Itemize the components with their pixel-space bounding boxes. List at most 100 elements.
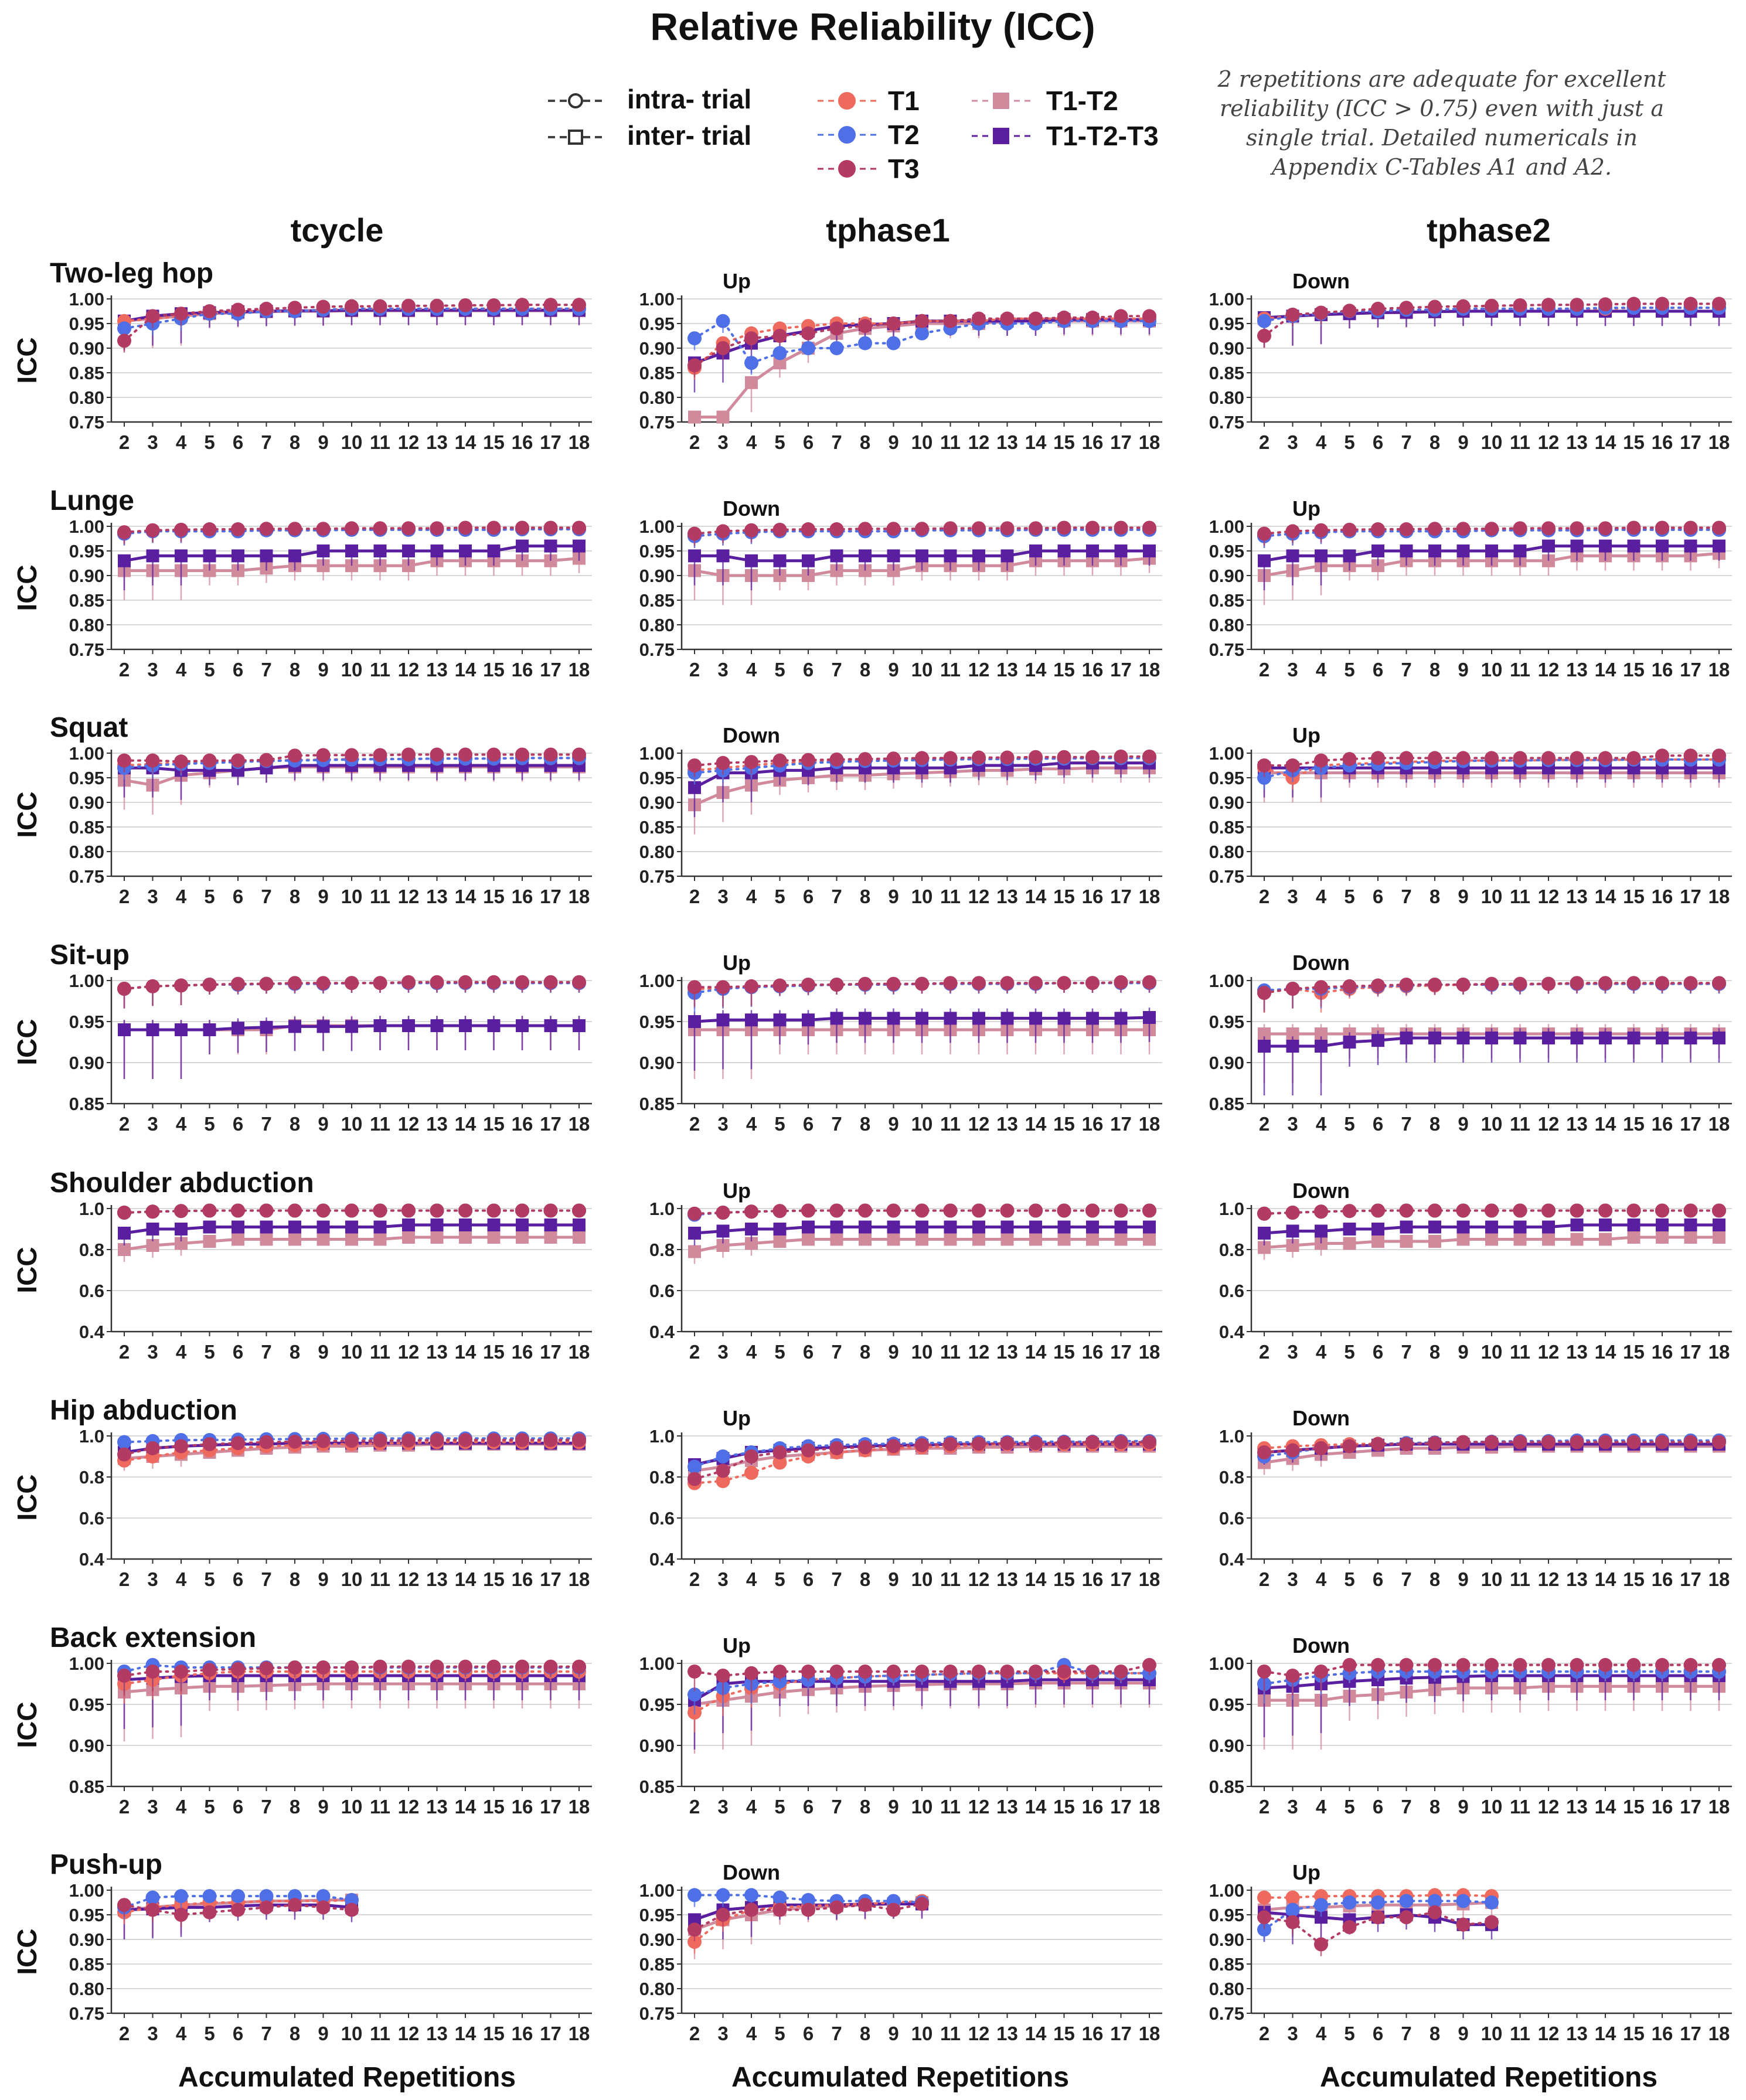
data-point-t3 [1655, 976, 1669, 991]
x-tick-label: 6 [803, 2023, 814, 2044]
data-point-t3 [1314, 1204, 1328, 1219]
data-point-t3 [486, 975, 501, 989]
data-point-t3 [1598, 976, 1612, 991]
data-point-t3 [259, 522, 274, 536]
y-axis-label-hip-abduction: ICC [12, 1474, 42, 1520]
data-point-t2 [145, 1890, 160, 1905]
data-point-t3 [1085, 310, 1100, 325]
data-point-t3 [687, 1472, 702, 1486]
x-tick-label: 8 [1430, 431, 1440, 453]
panel-lunge-tphase2: 0.75 0.80 0.85 0.90 0.95 1.00 2 3 4 5 6 7 8 9 10 11 12 13… [1209, 496, 1732, 680]
x-tick-label: 10 [911, 659, 933, 680]
y-tick-label: 1.00 [69, 516, 104, 537]
y-tick-label: 0.85 [639, 1776, 675, 1797]
data-point-t123 [1143, 544, 1156, 557]
data-point-t3 [515, 1659, 529, 1674]
x-tick-label: 6 [233, 1113, 243, 1135]
data-point-t123 [1599, 1219, 1612, 1231]
x-tick-label: 15 [1623, 1113, 1645, 1135]
data-point-t3 [1655, 297, 1669, 311]
x-tick-label: 2 [1259, 431, 1269, 453]
x-tick-label: 3 [1287, 659, 1298, 680]
note-line-3: single trial. Detailed numericals in [1246, 125, 1638, 151]
data-point-t3 [515, 520, 529, 535]
x-tick-label: 8 [290, 886, 300, 907]
y-tick-label: 1.00 [69, 1880, 104, 1901]
data-point-t3 [373, 1659, 387, 1674]
series-line-t2 [1263, 758, 1720, 779]
data-point-t3 [1626, 1203, 1641, 1218]
x-tick-label: 12 [398, 1568, 420, 1590]
y-tick-label: 0.75 [1209, 639, 1244, 660]
x-tick-label: 4 [1316, 1568, 1327, 1590]
data-point-t3 [430, 975, 444, 989]
data-point-t123 [573, 1219, 586, 1231]
note-line-1: 2 repetitions are adequate for excellent [1217, 66, 1666, 92]
x-tick-label: 12 [398, 659, 420, 680]
data-point-t3 [772, 1204, 787, 1219]
x-tick-label: 18 [1708, 1796, 1730, 1817]
data-point-t12 [1258, 1027, 1271, 1040]
data-point-t123 [1371, 1034, 1384, 1047]
data-point-t3 [316, 976, 331, 991]
y-tick-label: 1.00 [1209, 743, 1244, 764]
x-tick-label: 8 [290, 659, 300, 680]
x-tick-label: 15 [1053, 1341, 1075, 1363]
y-tick-label: 0.6 [1219, 1508, 1244, 1529]
x-tick-label: 9 [1458, 886, 1468, 907]
data-point-t3 [458, 975, 472, 989]
data-point-t3 [1456, 299, 1471, 314]
data-point-t3 [1085, 1665, 1100, 1679]
x-tick-label: 9 [318, 659, 328, 680]
x-tick-label: 5 [774, 431, 785, 453]
data-point-t3 [772, 753, 787, 768]
x-tick-label: 18 [569, 1341, 590, 1363]
data-point-t3 [1626, 976, 1641, 991]
data-point-t3 [1598, 751, 1612, 765]
data-point-t123 [830, 549, 843, 563]
data-point-t12 [1343, 1237, 1356, 1250]
data-point-t3 [1683, 1435, 1698, 1449]
data-point-t123 [544, 1219, 557, 1231]
x-tick-label: 9 [888, 886, 898, 907]
panel-two-leg-hop-tphase1: 0.75 0.80 0.85 0.90 0.95 1.00 2 3 4 5 6 7 8 9 10 11 12 13… [639, 269, 1162, 453]
data-point-t3 [772, 978, 787, 993]
data-point-t3 [1057, 976, 1071, 991]
x-axis-label-2: Accumulated Repetitions [731, 2062, 1069, 2093]
data-point-t3 [1057, 1435, 1071, 1450]
series-line-t2 [1263, 307, 1720, 322]
data-point-t12 [487, 1231, 501, 1244]
panel-sit-up-tphase2: 0.85 0.90 0.95 1.00 2 3 4 5 6 7 8 9 10 11 12 13 14 15 16 17… [1209, 951, 1732, 1135]
data-point-t3 [1371, 1203, 1385, 1218]
x-tick-label: 3 [717, 1341, 728, 1363]
x-tick-label: 6 [1373, 886, 1383, 907]
data-point-t3 [231, 522, 245, 537]
x-axis-label-3: Accumulated Repetitions [1320, 2062, 1657, 2093]
x-tick-label: 10 [1481, 1113, 1503, 1135]
data-point-t12 [1656, 1231, 1669, 1244]
x-tick-label: 11 [1510, 1568, 1530, 1590]
y-tick-label: 0.80 [1209, 842, 1244, 862]
data-point-t3 [117, 525, 131, 540]
x-tick-label: 7 [261, 1568, 271, 1590]
data-point-t12 [146, 1239, 159, 1252]
legend-inter-trial: inter- trial [627, 120, 751, 151]
data-point-t3 [1485, 976, 1499, 991]
legend-square-icon [568, 130, 583, 145]
x-tick-label: 17 [1110, 1796, 1132, 1817]
y-tick-label: 0.75 [69, 639, 104, 660]
x-tick-label: 12 [968, 1568, 990, 1590]
data-point-t3 [458, 1433, 472, 1447]
data-point-t3 [1285, 1206, 1300, 1220]
x-tick-label: 2 [1259, 1796, 1269, 1817]
data-point-t123 [859, 1012, 872, 1025]
data-point-t123 [516, 1219, 529, 1231]
data-point-t3 [1257, 1445, 1271, 1459]
x-tick-label: 4 [1316, 431, 1327, 453]
data-point-t3 [1342, 1657, 1357, 1672]
x-tick-label: 11 [1510, 1113, 1530, 1135]
x-tick-label: 16 [512, 886, 533, 907]
panel-shoulder-abduction-tphase1: 0.4 0.6 0.8 1.0 2 3 4 5 6 7 8 9 10 11 12 13 14 15 16 17 18 Up [649, 1179, 1162, 1363]
data-point-t3 [345, 748, 359, 763]
phase-label: Down [1292, 269, 1350, 293]
